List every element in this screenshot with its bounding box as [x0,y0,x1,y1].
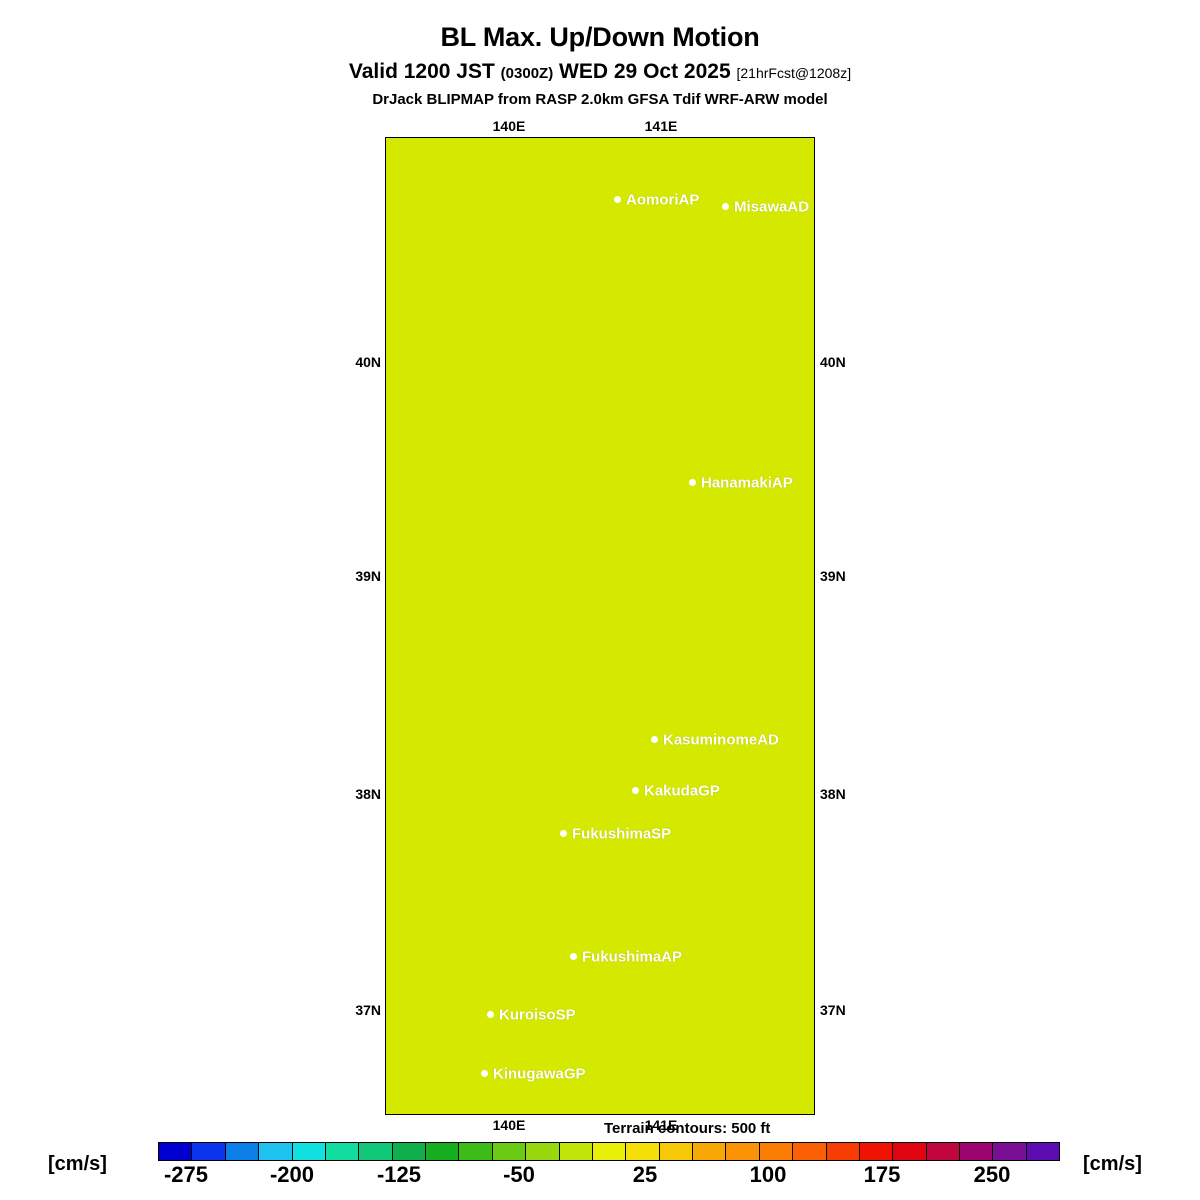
colorbar-segment-15 [659,1143,693,1160]
station-marker-fukushimasp: FukushimaSP [560,826,671,842]
colorbar-segment-20 [826,1143,860,1160]
colorbar-tick-labels: -275 -200 -125 -50 25 100 175 250 [0,1162,1200,1192]
colorbar-tick--275: -275 [163,1162,209,1187]
colorbar-segment-10 [492,1143,527,1160]
lat-tick-39N: 39N [355,568,381,584]
station-marker-fukushimaap: FukushimaAP [570,949,682,965]
colorbar-segment-9 [459,1143,493,1160]
colorbar-segment-23 [926,1143,960,1160]
station-marker-kuroisosp: KuroisoSP [487,1007,576,1023]
colorbar-segment-17 [726,1143,760,1160]
colorbar-segment-14 [626,1143,660,1160]
colorbar-segment-25 [993,1143,1027,1160]
station-label: KuroisoSP [499,1006,576,1024]
colorbar-tick--125: -125 [376,1162,422,1187]
station-dot-icon [632,786,639,794]
station-dot-icon [651,735,658,743]
colorbar-tick--50: -50 [503,1162,535,1187]
title-block: BL Max. Up/Down Motion Valid 1200 JST (0… [0,22,1200,108]
station-dot-icon [487,1010,494,1018]
colorbar-segment-4 [292,1143,326,1160]
valid-time-prefix: Valid 1200 JST [348,60,495,83]
colorbar-tick--200: -200 [269,1162,315,1187]
colorbar-segment-0 [159,1143,193,1160]
page-title: BL Max. Up/Down Motion [440,22,760,52]
station-dot-icon [570,952,577,960]
map-overlay-vectors [386,138,815,1115]
colorbar-segment-2 [225,1143,260,1160]
colorbar-segment-18 [759,1143,794,1160]
colorbar-unit-left: [cm/s] [48,1153,107,1175]
forecast-tag: [21hrFcst@1208z] [736,65,852,81]
station-label: KasuminomeAD [663,731,779,749]
colorbar-scale[interactable] [158,1142,1060,1161]
lat-tick-37N: 37N [820,1002,846,1018]
colorbar-segment-8 [426,1143,460,1160]
colorbar-unit-right: [cm/s] [1083,1153,1142,1175]
station-label: FukushimaAP [582,948,683,966]
colorbar-segment-11 [526,1143,560,1160]
station-dot-icon [560,829,567,837]
lon-tick-141E: 141E [644,1117,678,1133]
colorbar-segment-19 [793,1143,827,1160]
terrain-contour-note: Terrain contours: 500 ft [604,1120,771,1137]
valid-time-utc: (0300Z) [500,65,554,82]
lat-tick-40N: 40N [355,354,381,370]
valid-date: WED 29 Oct 2025 [559,60,731,83]
colorbar-tick-25: 25 [632,1162,658,1187]
lat-tick-40N: 40N [820,354,846,370]
station-marker-kasuminomead: KasuminomeAD [651,732,779,748]
colorbar-segment-5 [325,1143,360,1160]
station-label: AomoriAP [626,191,700,209]
station-label: KinugawaGP [493,1065,586,1083]
colorbar-segment-1 [192,1143,226,1160]
lon-tick-141E: 141E [644,118,678,134]
lon-tick-140E: 140E [492,1117,526,1133]
station-dot-icon [481,1069,488,1077]
colorbar-segment-26 [1026,1143,1060,1160]
lat-tick-37N: 37N [355,1002,381,1018]
colorbar-segment-24 [960,1143,994,1160]
colorbar-segment-22 [893,1143,927,1160]
lat-tick-38N: 38N [355,786,381,802]
weather-field-raster [386,138,814,1114]
colorbar-segment-12 [559,1143,593,1160]
station-label: KakudaGP [644,782,720,800]
colorbar-segment-13 [592,1143,627,1160]
station-label: MisawaAD [734,198,810,216]
station-label: FukushimaSP [572,825,672,843]
station-marker-hanamakiap: HanamakiAP [689,475,793,491]
station-marker-aomoriap: AomoriAP [614,192,699,208]
colorbar-tick-250: 250 [973,1162,1011,1187]
lon-tick-140E: 140E [492,118,526,134]
model-description: DrJack BLIPMAP from RASP 2.0km GFSA Tdif… [372,91,828,108]
colorbar-segment-3 [259,1143,293,1160]
colorbar-segment-16 [693,1143,727,1160]
station-label: HanamakiAP [701,474,793,492]
station-dot-icon [614,195,621,203]
map-container[interactable] [385,137,815,1115]
colorbar-tick-175: 175 [863,1162,901,1187]
valid-time-line: Valid 1200 JST (0300Z) WED 29 Oct 2025 [… [0,60,1200,85]
colorbar-segment-21 [859,1143,894,1160]
colorbar-segment-7 [392,1143,426,1160]
station-dot-icon [689,478,696,486]
colorbar-row: [cm/s] [cm/s] -275 -200 -125 -50 25 100 175 250 [0,1140,1200,1200]
station-marker-kakudagp: KakudaGP [632,783,720,799]
station-marker-misawaad: MisawaAD [722,199,809,215]
colorbar-segment-6 [359,1143,393,1160]
station-marker-kinugawagp: KinugawaGP [481,1066,586,1082]
station-dot-icon [722,202,729,210]
map-plot-area[interactable] [385,137,815,1115]
lat-tick-38N: 38N [820,786,846,802]
colorbar-tick-100: 100 [749,1162,787,1187]
lat-tick-39N: 39N [820,568,846,584]
